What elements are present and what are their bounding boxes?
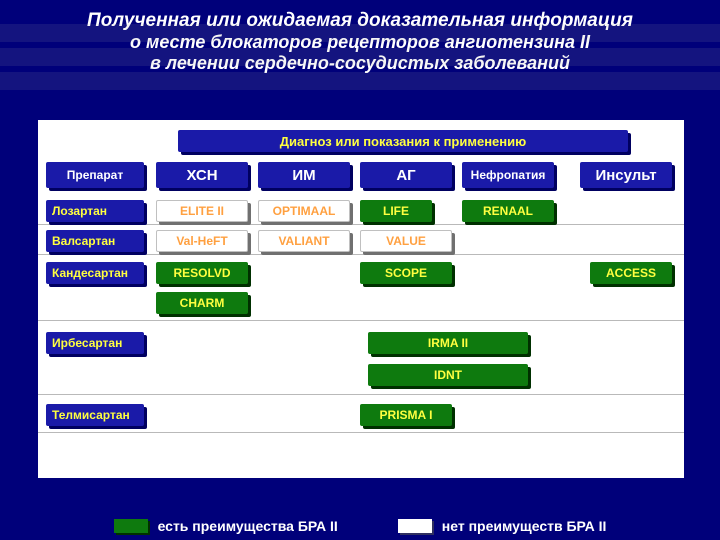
legend-swatch-white <box>398 519 432 533</box>
drug-telmisartan: Телмисартан <box>46 404 144 426</box>
divider <box>38 432 684 433</box>
decor-stripe <box>0 72 720 90</box>
decor-stripe <box>0 24 720 42</box>
trial-idnt: IDNT <box>368 364 528 386</box>
trial-resolvd: RESOLVD <box>156 262 248 284</box>
legend: есть преимущества БРА II нет преимуществ… <box>0 518 720 534</box>
trial-prisma1: PRISMA I <box>360 404 452 426</box>
trial-valheft: Val-HeFT <box>156 230 248 252</box>
divider <box>38 254 684 255</box>
legend-adv-label: есть преимущества БРА II <box>158 518 338 534</box>
drug-losartan: Лозартан <box>46 200 144 222</box>
trial-scope: SCOPE <box>360 262 452 284</box>
drug-valsartan: Валсартан <box>46 230 144 252</box>
trial-value: VALUE <box>360 230 452 252</box>
trial-access: ACCESS <box>590 262 672 284</box>
trial-valiant: VALIANT <box>258 230 350 252</box>
decor-stripe <box>0 48 720 66</box>
trial-life: LIFE <box>360 200 432 222</box>
header-drug: Препарат <box>46 162 144 188</box>
header-chf: ХСН <box>156 162 248 188</box>
header-diagnosis: Диагноз или показания к применению <box>178 130 628 152</box>
divider <box>38 394 684 395</box>
trial-irma2: IRMA II <box>368 332 528 354</box>
divider <box>38 224 684 225</box>
drug-candesartan: Кандесартан <box>46 262 144 284</box>
trial-charm: CHARM <box>156 292 248 314</box>
drug-irbesartan: Ирбесартан <box>46 332 144 354</box>
header-mi: ИМ <box>258 162 350 188</box>
legend-swatch-green <box>114 519 148 533</box>
header-nephro: Нефропатия <box>462 162 554 188</box>
header-stroke: Инсульт <box>580 162 672 188</box>
table-panel: Диагноз или показания к применению Препа… <box>38 120 684 478</box>
legend-no-advantage: нет преимуществ БРА II <box>398 518 607 534</box>
legend-advantage: есть преимущества БРА II <box>114 518 338 534</box>
divider <box>38 320 684 321</box>
trial-optimaal: OPTIMAAL <box>258 200 350 222</box>
trial-elite2: ELITE II <box>156 200 248 222</box>
legend-noadv-label: нет преимуществ БРА II <box>442 518 607 534</box>
trial-renaal: RENAAL <box>462 200 554 222</box>
header-htn: АГ <box>360 162 452 188</box>
